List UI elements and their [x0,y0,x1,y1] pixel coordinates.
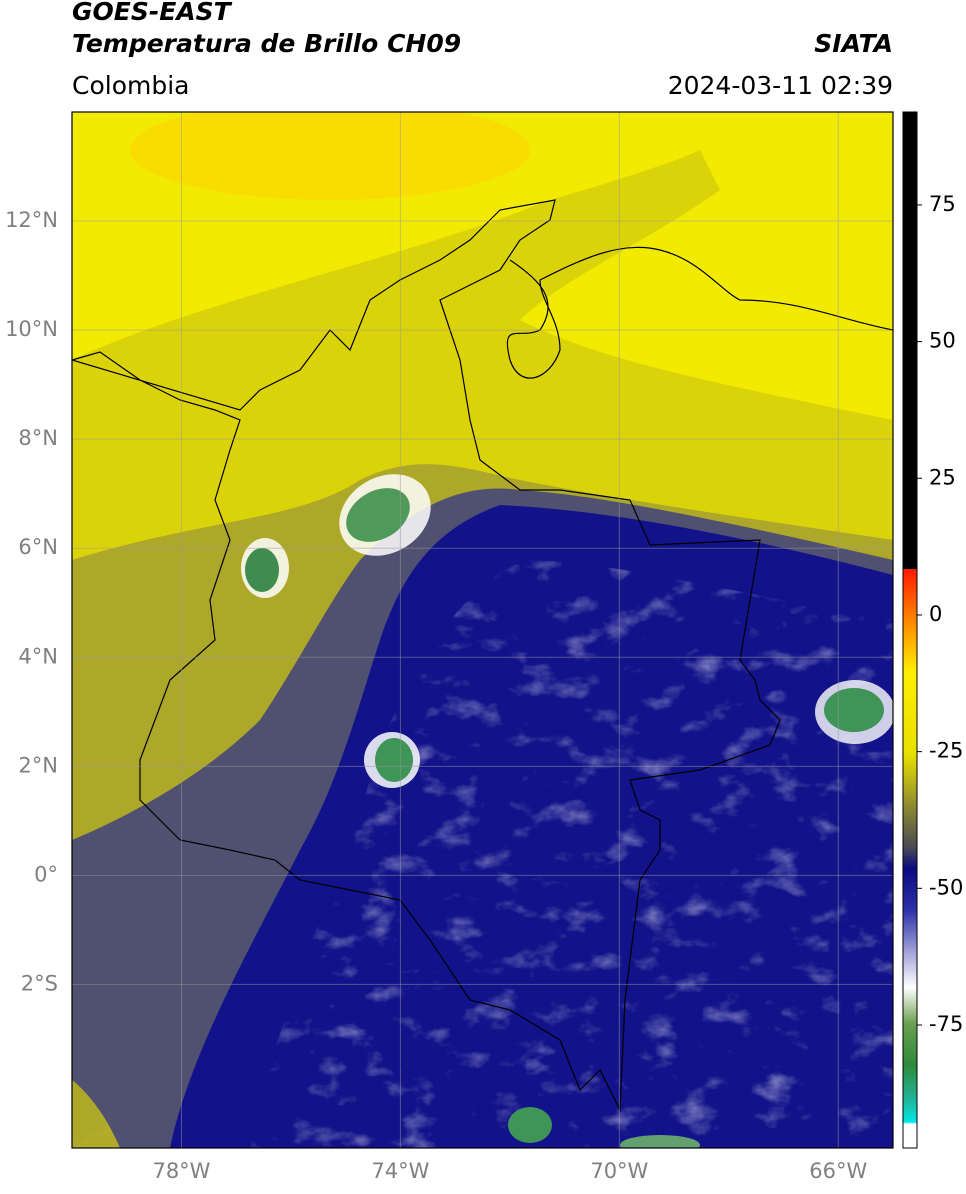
lat-tick-label: 6°N [18,535,58,559]
title: GOES-EAST [72,0,233,26]
subtitle: Temperatura de Brillo CH09 [72,29,461,58]
colorbar [902,111,918,1149]
lat-tick-label: 12°N [5,208,58,232]
lon-tick-label: 78°W [152,1159,210,1183]
region: Colombia [72,71,189,100]
colorbar-tick-label: 75 [929,192,956,216]
lon-tick-label: 66°W [809,1159,867,1183]
lat-tick-label: 2°N [18,753,58,777]
graticule [72,112,893,1148]
colorbar-tick-label: -75 [929,1012,963,1036]
lat-tick-label: 2°S [21,971,58,995]
colorbar-tick-label: 50 [929,329,956,353]
colorbar-tick-label: -50 [929,875,963,899]
source: SIATA [814,29,893,58]
colorbar-tick-label: 0 [929,602,942,626]
lat-tick-label: 4°N [18,644,58,668]
map-frame [71,111,894,1149]
colorbar-tick-label: 25 [929,465,956,489]
satellite-image [72,112,893,1148]
lon-tick-label: 70°W [590,1159,648,1183]
lat-tick-label: 0° [34,862,58,886]
lat-tick-label: 10°N [5,317,58,341]
lon-tick-label: 74°W [371,1159,429,1183]
datetime: 2024-03-11 02:39 [668,71,893,100]
lat-tick-label: 8°N [18,426,58,450]
colorbar-tick-label: -25 [929,739,963,763]
